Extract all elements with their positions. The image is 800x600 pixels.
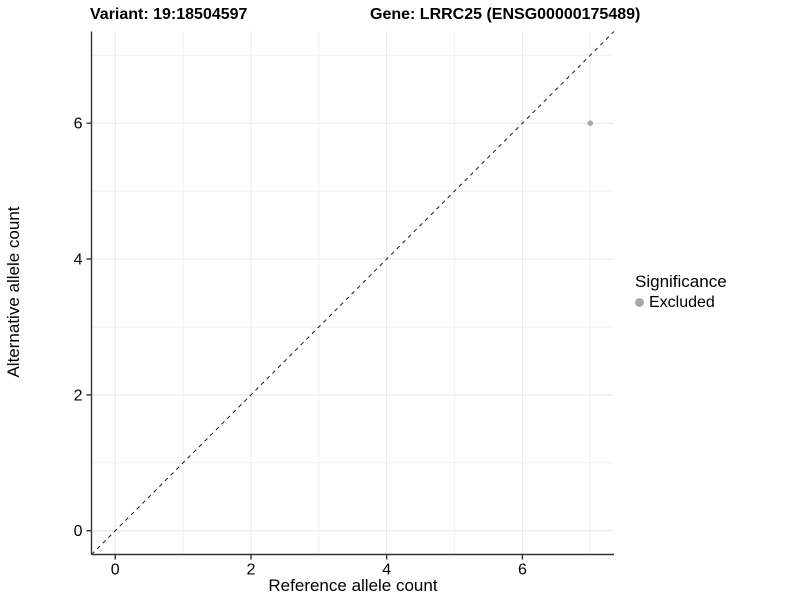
identity-dashed-line <box>91 31 615 555</box>
plot-title-gene: Gene: LRRC25 (ENSG00000175489) <box>370 6 641 23</box>
legend-key-dot-icon <box>635 298 644 307</box>
y-tick-label: 4 <box>74 252 83 269</box>
legend-title: Significance <box>635 272 727 291</box>
plot-title-variant: Variant: 19:18504597 <box>90 6 248 23</box>
legend-entry-excluded: Excluded <box>635 293 727 312</box>
x-tick-label: 6 <box>518 562 527 579</box>
legend: Significance Excluded <box>635 271 727 312</box>
x-tick-label: 2 <box>247 562 256 579</box>
y-axis-title: Alternative allele count <box>4 206 23 378</box>
y-tick-label: 6 <box>74 116 83 133</box>
y-tick-label: 2 <box>74 387 83 404</box>
x-axis-title: Reference allele count <box>268 576 438 595</box>
data-point <box>587 120 594 126</box>
y-tick-label: 0 <box>74 523 83 540</box>
legend-entry-label: Excluded <box>649 294 715 311</box>
x-tick-label: 0 <box>111 562 120 579</box>
x-tick-label: 4 <box>382 562 391 579</box>
